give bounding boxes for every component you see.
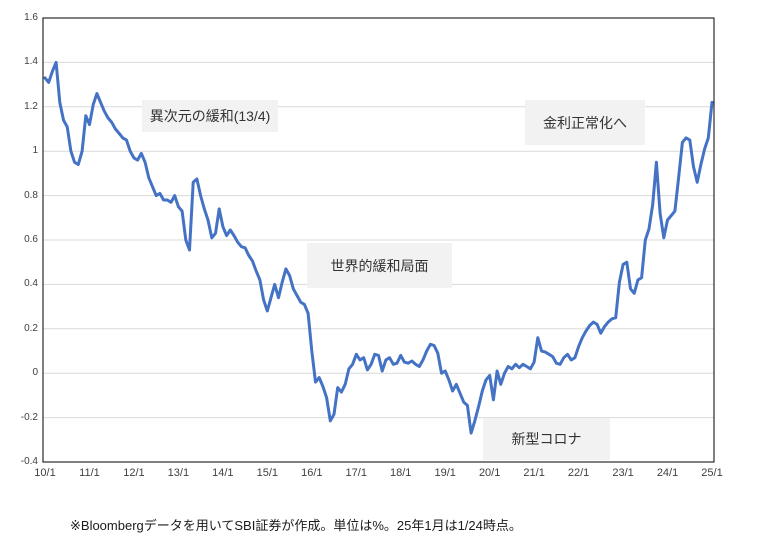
x-tick-label: 25/1 (701, 467, 723, 479)
x-tick-label: 12/1 (123, 467, 145, 479)
y-tick-label: -0.4 (20, 456, 38, 467)
y-tick-label: 0.4 (24, 278, 38, 290)
chart-annotation: 異次元の緩和(13/4) (142, 100, 278, 132)
chart-annotation: 金利正常化へ (525, 100, 645, 145)
y-tick-label: 1.2 (24, 100, 38, 112)
x-tick-label: 15/1 (256, 467, 279, 479)
y-tick-label: 0.8 (24, 189, 38, 201)
x-tick-label: 13/1 (167, 467, 190, 479)
y-tick-label: 0.2 (24, 322, 38, 334)
x-tick-label: 10/1 (34, 467, 56, 479)
x-tick-label: 11/1 (79, 467, 100, 479)
plot-border (42, 17, 715, 463)
y-tick-label: -0.2 (20, 411, 38, 423)
x-tick-label: 16/1 (301, 467, 323, 479)
x-tick-label: 22/1 (567, 467, 590, 479)
x-tick-label: 18/1 (390, 467, 412, 479)
x-tick-label: 24/1 (656, 467, 679, 479)
y-tick-label: 0.6 (24, 234, 38, 245)
y-tick-label: 0 (32, 367, 38, 379)
chart-annotation: 新型コロナ (483, 418, 610, 460)
x-tick-label: 19/1 (434, 467, 456, 479)
y-tick-label: 1.6 (24, 12, 38, 23)
x-tick-label: 14/1 (212, 467, 234, 479)
x-tick-label: 17/1 (345, 467, 367, 479)
x-tick-label: 21/1 (523, 467, 545, 479)
y-tick-label: 1 (32, 145, 38, 157)
source-note: ※Bloombergデータを用いてSBI証券が作成。単位は%。25年1月は1/2… (70, 518, 522, 533)
y-tick-label: 1.4 (24, 56, 38, 68)
data-series-line (43, 60, 714, 435)
x-tick-label: 23/1 (612, 467, 634, 479)
chart-annotation: 世界的緩和局面 (307, 243, 452, 288)
x-tick-label: 20/1 (478, 467, 501, 479)
